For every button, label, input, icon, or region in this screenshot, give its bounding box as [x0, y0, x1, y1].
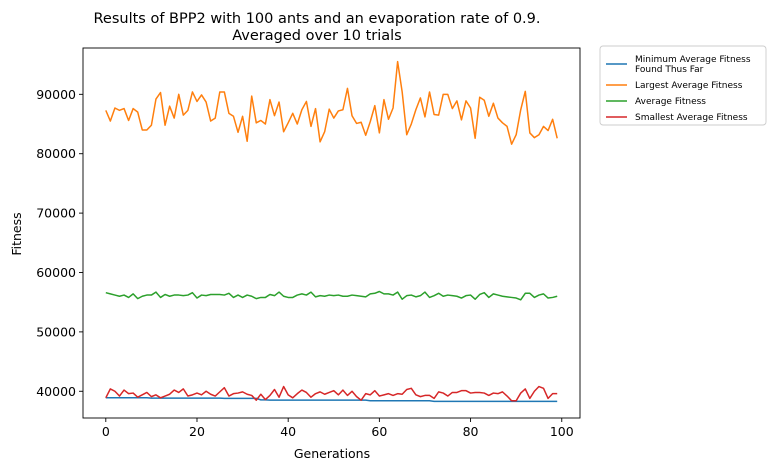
y-tick-label-5: 90000 [36, 87, 76, 102]
series-line-1 [105, 60, 558, 145]
x-tick-label-2: 40 [280, 424, 296, 439]
plot-area [82, 47, 581, 419]
x-tick-label-1: 20 [189, 424, 205, 439]
y-axis-ticks: 40000 50000 60000 70000 80000 90000 [36, 87, 83, 399]
y-tick-label-2: 60000 [36, 265, 76, 280]
legend-label-0-1: Found Thus Far [635, 65, 704, 75]
y-axis-label: Fitness [9, 212, 24, 255]
series-line-3 [105, 385, 558, 402]
x-axis-label: Generations [294, 446, 370, 461]
x-tick-label-4: 80 [463, 424, 479, 439]
y-tick-label-3: 70000 [36, 206, 76, 221]
legend-label-2: Average Fitness [635, 97, 706, 107]
legend-frame [599, 45, 767, 126]
axes-frame [82, 47, 581, 419]
series-line-2 [105, 290, 558, 301]
legend-label-0-0: Minimum Average Fitness [635, 55, 751, 65]
legend-label-3: Smallest Average Fitness [635, 113, 748, 123]
x-tick-label-0: 0 [102, 424, 110, 439]
series-layer [105, 60, 558, 403]
legend-label-1: Largest Average Fitness [635, 81, 743, 91]
x-axis-ticks: 0 20 40 60 80 100 [102, 418, 574, 439]
x-tick-label-3: 60 [371, 424, 387, 439]
x-tick-label-5: 100 [550, 424, 574, 439]
series-line-0 [105, 397, 558, 403]
chart-title-line-1: Results of BPP2 with 100 ants and an eva… [94, 11, 541, 27]
chart-title-line-2: Averaged over 10 trials [232, 28, 402, 44]
y-tick-label-0: 40000 [36, 384, 76, 399]
y-tick-label-1: 50000 [36, 324, 76, 339]
y-tick-label-4: 80000 [36, 146, 76, 161]
